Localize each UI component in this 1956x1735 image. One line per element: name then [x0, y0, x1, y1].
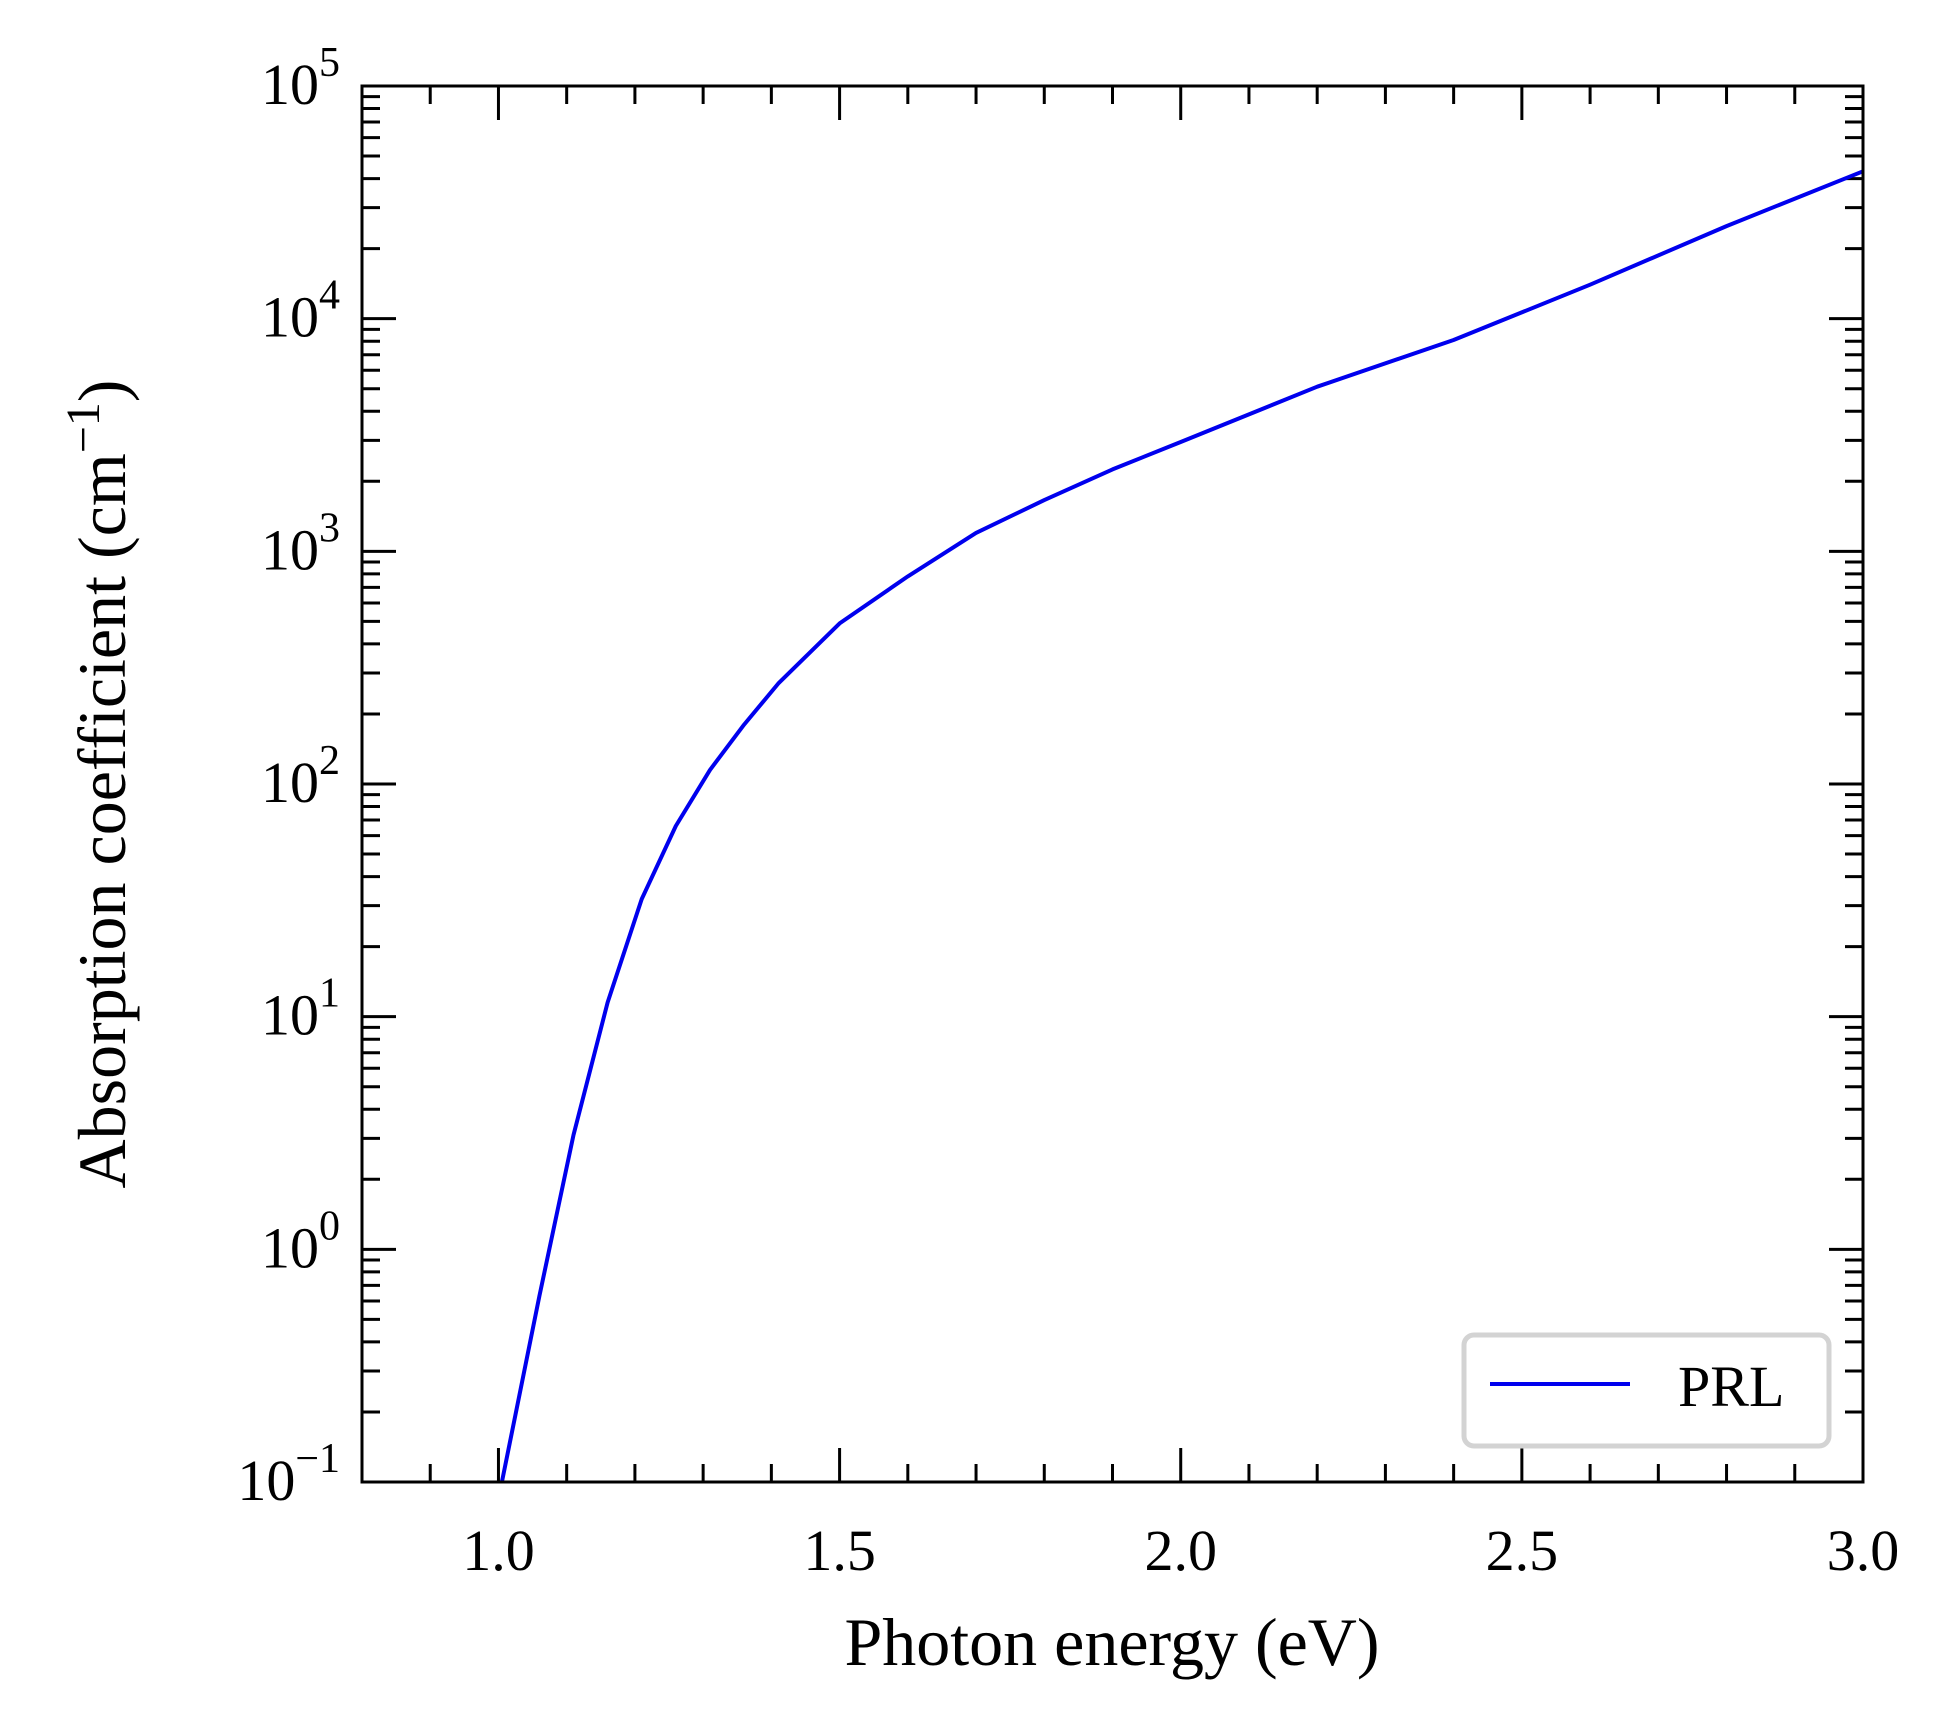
x-tick-label: 1.5 [803, 1518, 876, 1583]
y-tick-label-exponent: 0 [319, 1203, 340, 1249]
y-tick-label: 101 [261, 971, 340, 1048]
y-axis-label-main: Absorption coefficient (cm [64, 453, 140, 1188]
legend-box [1461, 1332, 1832, 1449]
y-axis-label-end: ) [64, 380, 140, 403]
y-tick-label-base: 10 [261, 285, 319, 350]
y-tick-label: 103 [261, 505, 340, 582]
x-axis-label: Photon energy (eV) [844, 1604, 1379, 1680]
series-line-prl [499, 169, 1864, 1483]
x-tick-label: 2.5 [1486, 1518, 1559, 1583]
y-tick-label-base: 10 [237, 1448, 295, 1513]
y-tick-label-exponent: 1 [319, 971, 340, 1017]
plot-frame [360, 84, 1865, 1484]
y-tick-label: 104 [261, 273, 340, 350]
y-tick-label-base: 10 [261, 517, 319, 582]
y-tick-label: 100 [261, 1203, 340, 1280]
y-tick-label-exponent: 2 [319, 738, 340, 784]
plot-lines [499, 169, 1864, 1483]
y-tick-label-base: 10 [261, 52, 319, 117]
y-tick-label: 10−1 [237, 1436, 340, 1513]
x-tick-label: 1.0 [462, 1518, 535, 1583]
y-tick-label-exponent: 5 [319, 40, 340, 86]
y-axis-label-sup: −1 [57, 402, 110, 453]
y-tick-label-base: 10 [261, 750, 319, 815]
legend-label-prl: PRL [1678, 1354, 1784, 1419]
y-axis-label: Absorption coefficient (cm−1) [57, 380, 140, 1189]
ticks [360, 84, 1865, 1484]
y-tick-label-exponent: 4 [319, 273, 340, 319]
x-tick-label: 2.0 [1144, 1518, 1217, 1583]
y-tick-label-exponent: 3 [319, 505, 340, 551]
y-tick-label-base: 10 [261, 1215, 319, 1280]
x-tick-label: 3.0 [1827, 1518, 1900, 1583]
y-tick-label-base: 10 [261, 983, 319, 1048]
y-tick-label-exponent: −1 [295, 1436, 340, 1482]
y-tick-label: 105 [261, 40, 340, 117]
x-tick-labels: 1.0 1.5 2.0 2.5 3.0 [462, 1518, 1899, 1583]
y-tick-label: 102 [261, 738, 340, 815]
legend: PRL [1461, 1332, 1832, 1449]
